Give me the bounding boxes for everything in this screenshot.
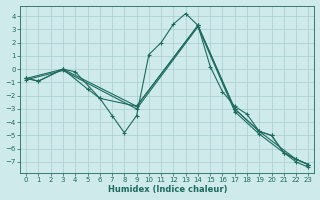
X-axis label: Humidex (Indice chaleur): Humidex (Indice chaleur) [108,185,227,194]
